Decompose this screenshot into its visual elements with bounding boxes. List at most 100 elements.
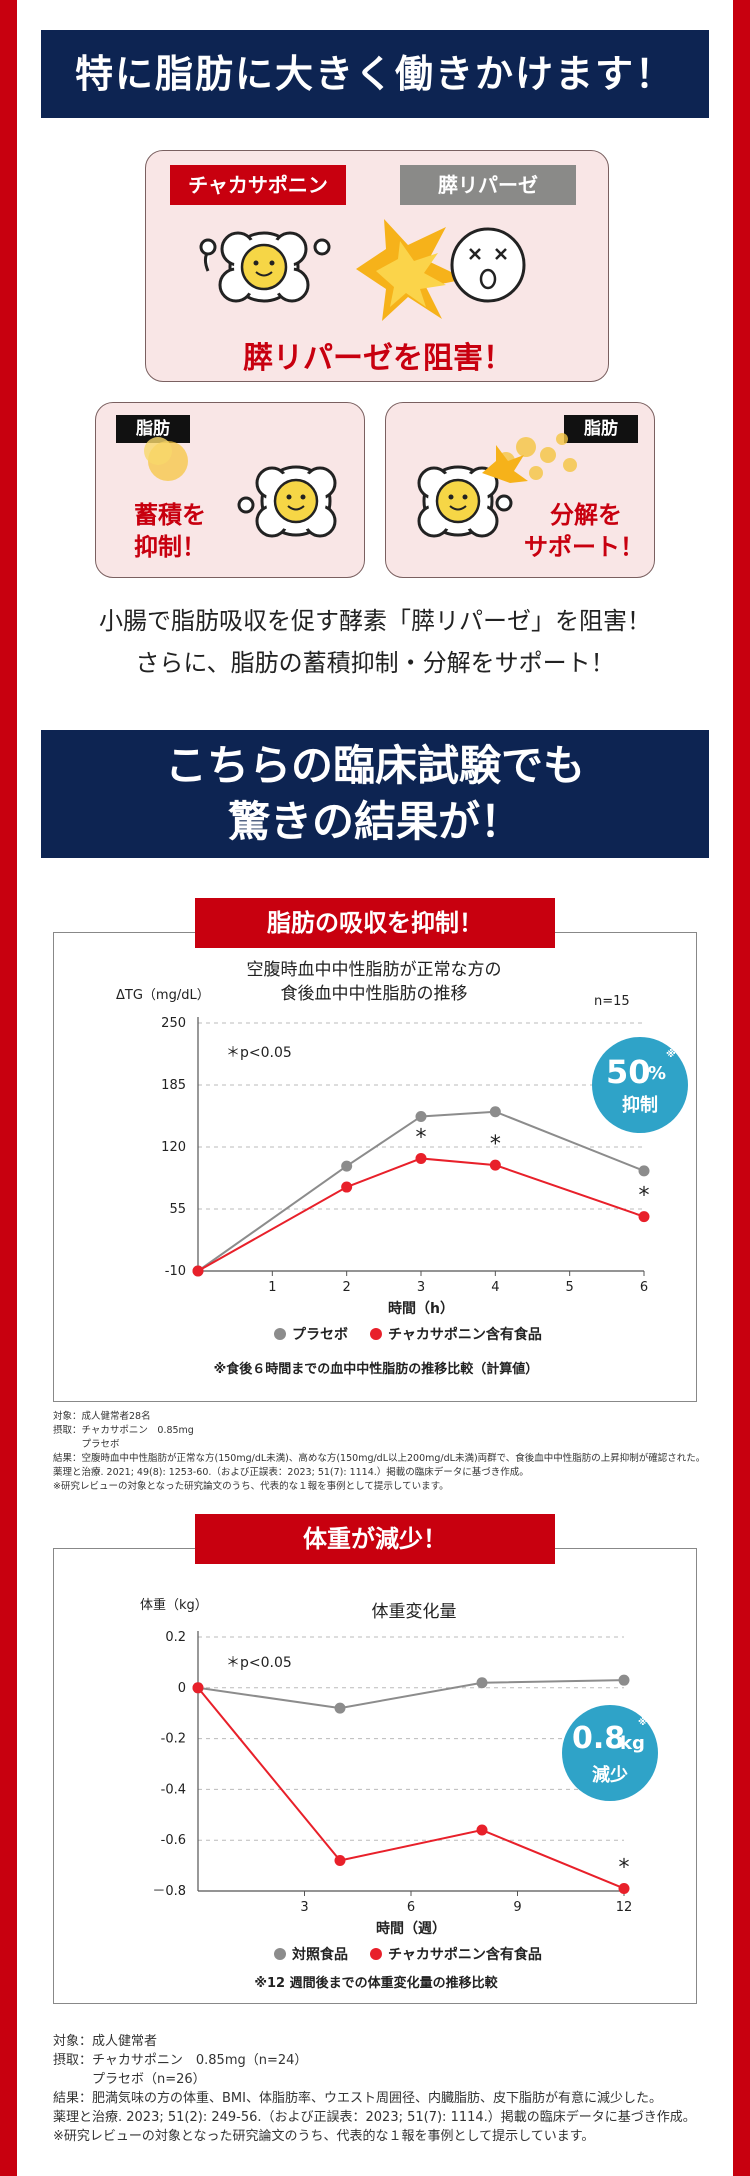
chart-significance-label: ＊p<0.05 — [226, 1655, 292, 1671]
saponin-character-icon — [199, 231, 331, 303]
data-point — [638, 1165, 650, 1177]
series-line-1 — [197, 1687, 625, 1890]
chart2-badge-main: 0.8 — [572, 1721, 626, 1756]
data-point — [618, 1882, 630, 1894]
chart1-badge: 50 % ※ 抑制 — [592, 1037, 688, 1133]
data-point — [476, 1824, 488, 1836]
chart1-badge-mark: ※ — [666, 1049, 676, 1060]
chart1-badge-main: 50 — [606, 1053, 651, 1091]
chart-title-line: 体重変化量 — [372, 1602, 457, 1622]
y-tick-label: -0.2 — [161, 1732, 186, 1747]
fat-breakdown-illustration — [417, 433, 577, 538]
y-tick-label: 250 — [161, 1016, 186, 1031]
y-tick-label: 55 — [169, 1202, 186, 1217]
legend-label: チャカサポニン含有食品 — [388, 1326, 542, 1343]
x-tick-label: 4 — [491, 1280, 499, 1295]
mechanism-description-1: 小腸で脂肪吸収を促す酵素「膵リパーゼ」を阻害！ — [99, 607, 651, 635]
legend-marker — [274, 1328, 286, 1340]
y-tick-label: －0.8 — [152, 1884, 186, 1899]
fat-storage-illustration — [144, 437, 337, 538]
chart-xlabel: 時間（h） — [388, 1300, 454, 1317]
chart2-badge: 0.8 kg ※ 減少 — [562, 1705, 658, 1801]
data-point — [334, 1702, 346, 1714]
data-point — [489, 1159, 501, 1171]
section2-title: こちらの臨床試験でも 驚きの結果が！ — [41, 730, 709, 858]
x-tick-label: 3 — [300, 1900, 308, 1915]
x-tick-label: 5 — [566, 1280, 574, 1295]
chart2-box: 体重変化量 体重（kg） ＊p<0.05 －0.8 -0.6 -0.4 -0.2 0 0.2 3 6… — [53, 1548, 697, 2004]
data-point — [192, 1265, 204, 1277]
section2-title-line2: 驚きの結果が！ — [227, 797, 522, 846]
x-tick-label: 6 — [407, 1900, 415, 1915]
legend-marker — [370, 1328, 382, 1340]
fat-storage-text-1: 蓄積を — [134, 501, 206, 529]
section1-title: 特に脂肪に大きく働きかけます！ — [41, 30, 709, 118]
data-point — [476, 1677, 488, 1689]
x-tick-label: 1 — [268, 1280, 276, 1295]
data-point — [415, 1152, 427, 1164]
significance-marker: * — [639, 1184, 650, 1209]
data-point — [341, 1181, 353, 1193]
y-tick-label: 185 — [161, 1078, 186, 1093]
chart-n-label: n=15 — [594, 994, 630, 1009]
series-line-1 — [197, 1157, 645, 1272]
chart2-study-notes: 対象：成人健常者 摂取：チャカサポニン 0.85mg（n=24） プラセボ（n=… — [53, 2034, 696, 2144]
fat-tag-left: 脂肪 — [116, 415, 190, 443]
fat-breakdown-panel: 脂肪 分解を サポート！ — [385, 402, 655, 578]
chart-significance-label: ＊p<0.05 — [226, 1045, 292, 1061]
y-tick-label: -10 — [165, 1264, 186, 1279]
data-point — [334, 1855, 346, 1867]
chart-title-line: 食後血中中性脂肪の推移 — [281, 984, 468, 1004]
x-tick-label: 3 — [417, 1280, 425, 1295]
fat-storage-panel: 脂肪 蓄積を 抑制！ — [95, 402, 365, 578]
chart-ylabel: ΔTG（mg/dL） — [116, 988, 210, 1003]
chart-footnote: ※食後６時間までの血中中性脂肪の推移比較（計算値） — [214, 1361, 539, 1377]
significance-marker: * — [416, 1125, 427, 1150]
data-point — [618, 1674, 630, 1686]
fat-storage-text-2: 抑制！ — [134, 533, 206, 561]
chart-ylabel: 体重（kg） — [140, 1597, 208, 1613]
chart2-badge-unit: kg — [620, 1733, 645, 1754]
legend-marker — [370, 1948, 382, 1960]
saponin-vs-lipase-illustration — [199, 219, 526, 321]
legend-label: プラセボ — [292, 1327, 348, 1343]
x-tick-label: 9 — [513, 1900, 521, 1915]
lipase-tag: 膵リパーゼ — [400, 165, 576, 205]
chart-title-line: 空腹時血中中性脂肪が正常な方の — [247, 960, 502, 980]
page: 特に脂肪に大きく働きかけます！ チャカサポニン 膵リパーゼ — [17, 0, 733, 2176]
chart-xlabel: 時間（週） — [376, 1920, 446, 1937]
legend-label: 対照食品 — [291, 1946, 348, 1963]
x-tick-label: 6 — [640, 1280, 648, 1295]
chart2-svg: 体重変化量 体重（kg） ＊p<0.05 －0.8 -0.6 -0.4 -0.2 0 0.2 3 6… — [140, 1597, 633, 1991]
chart1-tag: 脂肪の吸収を抑制！ — [195, 898, 555, 948]
chart2-badge-mark: ※ — [638, 1717, 648, 1728]
fat-breakdown-text-1: 分解を — [550, 501, 622, 529]
mechanism-description-2: さらに、脂肪の蓄積抑制・分解をサポート！ — [135, 649, 615, 677]
legend-label: チャカサポニン含有食品 — [388, 1946, 542, 1963]
section2-title-line1: こちらの臨床試験でも — [164, 741, 585, 790]
y-tick-label: -0.6 — [161, 1833, 186, 1848]
chart1-study-notes: 対象：成人健常者28名 摂取：チャカサポニン 0.85mg プラセボ 結果：空腹… — [53, 1411, 706, 1492]
significance-marker: * — [490, 1132, 501, 1157]
y-tick-label: 0.2 — [165, 1630, 186, 1645]
y-tick-label: 0 — [178, 1681, 186, 1696]
saponin-tag: チャカサポニン — [170, 165, 346, 205]
chart1-box: 空腹時血中中性脂肪が正常な方の 食後血中中性脂肪の推移 n=15 ΔTG（mg/dL）… — [53, 932, 697, 1402]
significance-marker: * — [619, 1855, 630, 1880]
x-tick-label: 12 — [616, 1900, 633, 1915]
impact-burst-icon — [356, 219, 466, 321]
impact-burst-icon — [482, 445, 528, 483]
y-tick-label: -0.4 — [161, 1782, 186, 1797]
chart2-tag: 体重が減少！ — [195, 1514, 555, 1564]
fat-breakdown-text-2: サポート！ — [524, 533, 644, 561]
chart1-badge-unit: % — [648, 1063, 667, 1084]
fat-tag-right: 脂肪 — [564, 415, 638, 443]
data-point — [192, 1682, 204, 1694]
chart2-badge-sub: 減少 — [592, 1765, 628, 1786]
saponin-character-icon — [237, 465, 337, 538]
series-line-0 — [197, 1679, 625, 1710]
y-tick-label: 120 — [161, 1140, 186, 1155]
data-point — [489, 1106, 501, 1118]
legend-marker — [274, 1948, 286, 1960]
